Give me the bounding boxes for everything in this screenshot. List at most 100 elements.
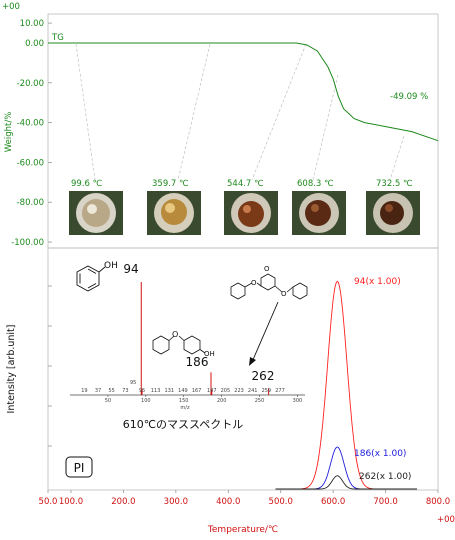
guide-line-4: [312, 74, 339, 181]
x-tick-label: 500.0: [269, 497, 293, 507]
tg-curve: [48, 42, 439, 142]
phenol-double-bond: [87, 268, 97, 274]
fragment-label-186: 186: [186, 355, 209, 369]
photo-label-1: 99.6 ℃: [71, 179, 103, 189]
inset-peak-label: 95: [139, 388, 145, 394]
inset-axis-tick-label: 250: [255, 398, 265, 404]
sample-2: [161, 199, 187, 225]
sample-4: [305, 200, 331, 226]
photo-label-2: 359.7 ℃: [152, 179, 189, 189]
sample-5: [380, 201, 404, 225]
tg-curve-label: TG: [51, 33, 64, 43]
inset-peak-label: 187: [207, 388, 217, 394]
tg-y-axis-title: Weight/%: [4, 112, 14, 153]
sample-label: PI: [74, 461, 85, 475]
fragment-label-94: 94: [123, 262, 138, 276]
sample-1: [82, 199, 110, 227]
inset-axis-tick-label: 150: [179, 398, 189, 404]
inset-axis-ticks: 50 100 150 200 250 300: [105, 395, 302, 404]
dpb-ether-bond: [286, 286, 294, 293]
tg-y-tick-label: 0.00: [25, 39, 44, 49]
phenol-structure: [76, 265, 106, 292]
arrow-line: [251, 301, 279, 363]
x-axis-title: Temperature/℃: [207, 525, 278, 535]
inset-peak-label: 259: [262, 388, 272, 394]
inset-peak-label: 149: [178, 388, 188, 394]
tg-y-tick-label: -100.00: [11, 238, 44, 248]
highlight-3: [243, 205, 251, 213]
dpb-ether-bond: [244, 282, 253, 288]
ether-o-label: O: [172, 330, 178, 339]
tg-y-tick-label: 10.00: [20, 19, 44, 29]
top-corner-label: +00: [2, 2, 20, 12]
inset-peak-label: 223: [234, 388, 244, 394]
photo-guide-lines: [75, 43, 405, 181]
inset-peak-label: 205: [221, 388, 231, 394]
ms-curve-label-94: 94(x 1.00): [354, 277, 401, 287]
sample-label-box: [65, 456, 93, 478]
photo-3: 544.7 ℃: [224, 179, 278, 235]
phenol-oh-label: OH: [104, 261, 118, 271]
inset-peak-label: 37: [95, 388, 101, 394]
inset-axis-tick-label: 100: [141, 398, 151, 404]
photo-2: 359.7 ℃: [147, 179, 201, 235]
tg-y-tick-label: -80.00: [17, 198, 44, 208]
inset-peak-label: 113: [151, 388, 161, 394]
inset-peak-95-label: 95: [130, 380, 136, 386]
ms-curve-label-186: 186(x 1.00): [354, 449, 406, 459]
inset-peak-label: 55: [109, 388, 115, 394]
photo-label-3: 544.7 ℃: [227, 179, 264, 189]
ether-bond: [168, 335, 175, 341]
inset-peak-label: 131: [165, 388, 175, 394]
ms-curve-262: [275, 475, 417, 490]
highlight-4: [311, 204, 319, 212]
guide-line-1: [75, 43, 96, 181]
guide-line-3: [251, 43, 307, 181]
highlight-1: [87, 204, 97, 214]
inset-caption: 610℃のマススペクトル: [123, 418, 244, 431]
tg-y-tick-label: -60.00: [17, 158, 44, 168]
tg-loss-label: -49.09 %: [390, 92, 428, 102]
arrow-head: [249, 357, 256, 366]
x-tick-label: 300.0: [164, 497, 188, 507]
sample-3: [238, 201, 264, 227]
ether-bond: [178, 335, 185, 341]
phenol-oh-bond: [98, 266, 106, 273]
guide-line-2: [177, 43, 211, 181]
dpb-ring-2: [260, 273, 276, 291]
ms-y-axis-title: Intensity [arb.unit]: [6, 325, 17, 414]
oh-bond: [199, 349, 206, 354]
x-tick-label: 600.0: [321, 497, 345, 507]
highlight-2: [165, 203, 175, 213]
inset-peaks: [140, 282, 270, 395]
x-tick-label: 50.0: [39, 497, 58, 507]
photo-5: 732.5 ℃: [366, 179, 420, 235]
x-axis-ticks: 50.0 100.0 200.0 300.0 400.0 500.0 600.0 700.0 8…: [39, 490, 450, 507]
x-tick-label: 200.0: [111, 497, 135, 507]
photo-label-4: 608.3 ℃: [297, 179, 334, 189]
dpb-o-label-1: O: [251, 279, 257, 287]
inset-peak-label: 167: [192, 388, 202, 394]
x-tick-label: 100.0: [59, 497, 83, 507]
tg-y-tick-label: -40.00: [17, 119, 44, 129]
tg-panel: Weight/% 10.00 0.00 -20.00 -40.00 -60.00 -80.…: [4, 13, 439, 249]
guide-line-5: [389, 135, 405, 181]
inset-axis-label: m/z: [180, 405, 190, 411]
phenoxyphenol-ring-2: [183, 335, 201, 355]
photo-row: 99.6 ℃ 359.7 ℃ 544.7 ℃ 608: [69, 179, 420, 235]
ms-panel: Intensity [arb.unit] 94(x 1.00) 186(x 1.…: [6, 247, 439, 491]
photo-4: 608.3 ℃: [292, 179, 346, 235]
tg-y-tick-label: -20.00: [17, 79, 44, 89]
inset-peak-label: 277: [275, 388, 285, 394]
diphenoxybenzene-structure: [230, 273, 308, 300]
inset-peak-labels: 19 37 55 73 95 113 131 149 167 187 205 223 241 259 277: [81, 388, 285, 394]
photo-label-5: 732.5 ℃: [376, 179, 413, 189]
dpb-o-label-3: O: [264, 265, 270, 273]
x-tick-label: 700.0: [373, 497, 397, 507]
ms-y-ticks: [48, 285, 52, 447]
dpb-ring-3: [292, 282, 308, 300]
ms-plot-frame: [47, 247, 439, 491]
inset-peak-label: 241: [248, 388, 258, 394]
phenoxyphenol-oh-label: OH: [204, 350, 215, 358]
